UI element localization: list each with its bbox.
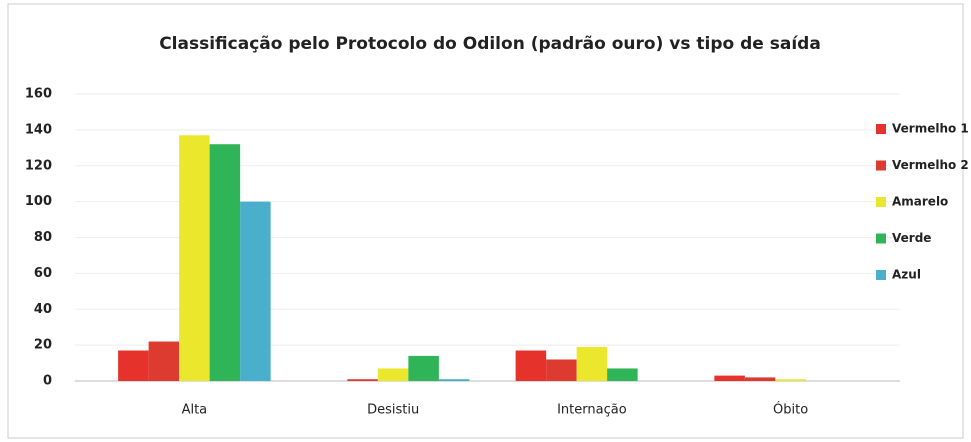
y-tick-label: 80 <box>34 230 52 245</box>
legend-label: Amarelo <box>892 195 948 209</box>
bar <box>775 379 806 381</box>
y-tick-label: 100 <box>25 194 52 209</box>
bar <box>179 135 210 381</box>
bar <box>714 375 745 381</box>
legend-label: Vermelho 1 <box>892 122 969 136</box>
bar <box>744 377 776 381</box>
legend-swatch <box>876 197 886 207</box>
bar <box>438 379 470 381</box>
bar <box>546 359 577 381</box>
x-tick-label: Desistiu <box>367 403 419 418</box>
legend-swatch <box>876 160 886 171</box>
legend-label: Vermelho 2 <box>892 158 969 172</box>
y-tick-label: 60 <box>34 266 52 281</box>
bar <box>347 379 378 381</box>
y-tick-label: 140 <box>25 122 52 137</box>
bar <box>515 350 547 381</box>
chart-title: Classificação pelo Protocolo do Odilon (… <box>159 34 821 54</box>
y-tick-label: 0 <box>43 374 52 389</box>
bar <box>148 341 180 381</box>
y-tick-label: 120 <box>25 158 52 173</box>
x-tick-label: Internação <box>557 403 627 418</box>
legend-swatch <box>876 233 886 244</box>
y-tick-label: 40 <box>34 302 52 317</box>
bar <box>576 346 608 381</box>
legend-label: Azul <box>892 268 921 282</box>
bar <box>607 368 638 381</box>
y-tick-label: 20 <box>34 338 52 353</box>
x-tick-label: Alta <box>182 403 208 418</box>
legend-swatch <box>876 270 886 280</box>
bar <box>408 355 439 381</box>
y-tick-label: 160 <box>25 87 52 102</box>
bar <box>209 144 241 381</box>
legend-label: Verde <box>892 231 931 245</box>
legend-swatch <box>876 124 886 134</box>
bar <box>118 350 149 381</box>
x-tick-label: Óbito <box>773 402 808 418</box>
bar <box>377 368 409 381</box>
bar <box>240 201 271 381</box>
